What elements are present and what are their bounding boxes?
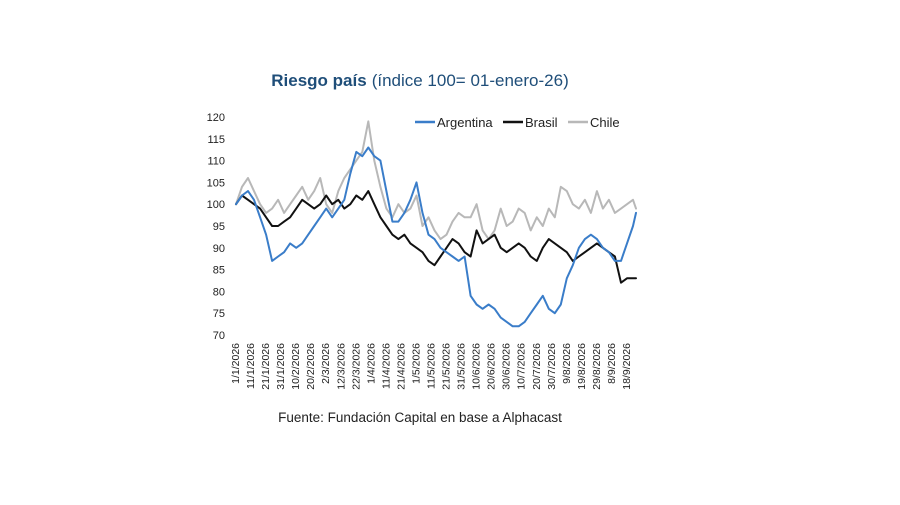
y-tick-label: 85 — [213, 265, 225, 277]
series-layer — [235, 120, 637, 328]
x-tick-label: 30/7/2026 — [546, 343, 558, 390]
legend-label-brasil: Brasil — [525, 115, 558, 130]
chart-title-subtitle: (índice 100= 01-enero-26) — [372, 71, 569, 90]
series-line-argentina — [235, 146, 637, 328]
x-tick-label: 31/5/2026 — [456, 343, 468, 390]
legend-label-chile: Chile — [590, 115, 620, 130]
x-tick-label: 12/3/2026 — [335, 343, 347, 390]
y-tick-label: 105 — [207, 177, 225, 189]
x-tick-label: 1/1/2026 — [230, 343, 242, 384]
x-axis: 1/1/2026 11/1/2026 21/1/2026 31/1/2026 10/2/… — [230, 343, 633, 390]
y-tick-label: 120 — [207, 112, 225, 124]
x-tick-label: 20/2/2026 — [305, 343, 317, 390]
x-tick-label: 11/5/2026 — [425, 343, 437, 389]
x-tick-label: 2/3/2026 — [320, 343, 332, 384]
x-tick-label: 22/3/2026 — [350, 343, 362, 390]
x-tick-label: 20/7/2026 — [531, 343, 543, 390]
y-tick-label: 75 — [213, 308, 225, 320]
y-tick-label: 110 — [207, 156, 225, 168]
x-tick-label: 31/1/2026 — [275, 343, 287, 390]
y-axis: 70 75 80 85 90 95 100 105 110 115 120 — [207, 112, 225, 342]
chart-legend: Argentina Brasil Chile — [415, 115, 620, 130]
x-tick-label: 10/2/2026 — [290, 343, 302, 390]
x-tick-label: 10/7/2026 — [516, 343, 528, 390]
x-tick-label: 19/8/2026 — [576, 343, 588, 390]
x-tick-label: 20/6/2026 — [486, 343, 498, 390]
chart-source: Fuente: Fundación Capital en base a Alph… — [278, 410, 562, 425]
series-line-brasil — [235, 190, 637, 284]
y-tick-label: 115 — [207, 134, 225, 146]
x-tick-label: 9/8/2026 — [561, 343, 573, 384]
y-tick-label: 80 — [213, 286, 225, 298]
series-line-chile — [235, 120, 637, 241]
y-tick-label: 90 — [213, 243, 225, 255]
chart-title: Riesgo país (índice 100= 01-enero-26) — [271, 71, 568, 90]
x-tick-label: 11/4/2026 — [380, 343, 392, 389]
x-tick-label: 10/6/2026 — [471, 343, 483, 390]
y-tick-label: 100 — [207, 199, 225, 211]
legend-label-argentina: Argentina — [437, 115, 493, 130]
x-tick-label: 30/6/2026 — [501, 343, 513, 390]
x-tick-label: 18/9/2026 — [621, 343, 633, 390]
x-tick-label: 29/8/2026 — [591, 343, 603, 390]
x-tick-label: 1/4/2026 — [365, 343, 377, 384]
x-tick-label: 1/5/2026 — [410, 343, 422, 384]
x-tick-label: 8/9/2026 — [606, 343, 618, 384]
x-tick-label: 21/5/2026 — [441, 343, 453, 390]
x-tick-label: 21/1/2026 — [260, 343, 272, 390]
chart-title-main: Riesgo país — [271, 71, 366, 90]
y-tick-label: 95 — [213, 221, 225, 233]
x-tick-label: 11/1/2026 — [245, 343, 257, 389]
y-tick-label: 70 — [213, 330, 225, 342]
x-tick-label: 21/4/2026 — [395, 343, 407, 390]
